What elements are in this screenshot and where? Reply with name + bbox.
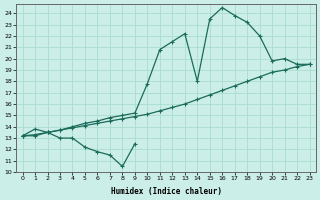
X-axis label: Humidex (Indice chaleur): Humidex (Indice chaleur): [111, 187, 221, 196]
